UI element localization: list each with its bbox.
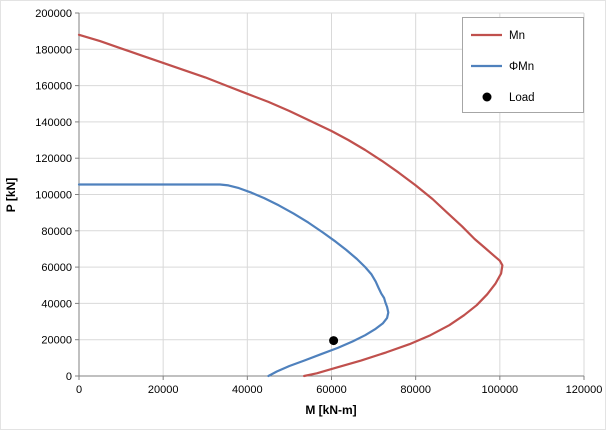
x-tick-label: 120000: [566, 384, 603, 396]
x-tick-label: 100000: [481, 384, 518, 396]
y-tick-label: 20000: [41, 335, 72, 347]
x-tick-label: 40000: [232, 384, 263, 396]
y-tick-label: 100000: [35, 190, 72, 202]
chart-legend: Mn ΦMn Load: [462, 17, 584, 113]
x-tick-label: 60000: [316, 384, 347, 396]
series-line-ΦMn: [77, 183, 390, 378]
legend-swatch-Load: [482, 92, 492, 102]
y-tick-label: 200000: [35, 8, 72, 20]
x-tick-label: 0: [76, 384, 82, 396]
y-tick-label: 0: [66, 371, 72, 383]
legend-label-ΦMn: ΦMn: [509, 61, 534, 73]
y-tick-label: 60000: [41, 262, 72, 274]
x-tick-label: 20000: [148, 384, 179, 396]
x-tick-label: 80000: [400, 384, 431, 396]
y-tick-label: 180000: [35, 44, 72, 56]
y-tick-label: 160000: [35, 81, 72, 93]
y-tick-label: 140000: [35, 117, 72, 129]
y-tick-label: 80000: [41, 226, 72, 238]
y-tick-label: 120000: [35, 153, 72, 165]
series-point-Load: [329, 336, 339, 346]
y-tick-label: 40000: [41, 298, 72, 310]
x-axis-title: M [kN-m]: [305, 403, 356, 417]
series-line-Mn: [77, 33, 504, 378]
y-axis-title: P [kN]: [4, 178, 18, 212]
legend-label-Mn: Mn: [509, 30, 525, 42]
legend-label-Load: Load: [509, 92, 535, 104]
